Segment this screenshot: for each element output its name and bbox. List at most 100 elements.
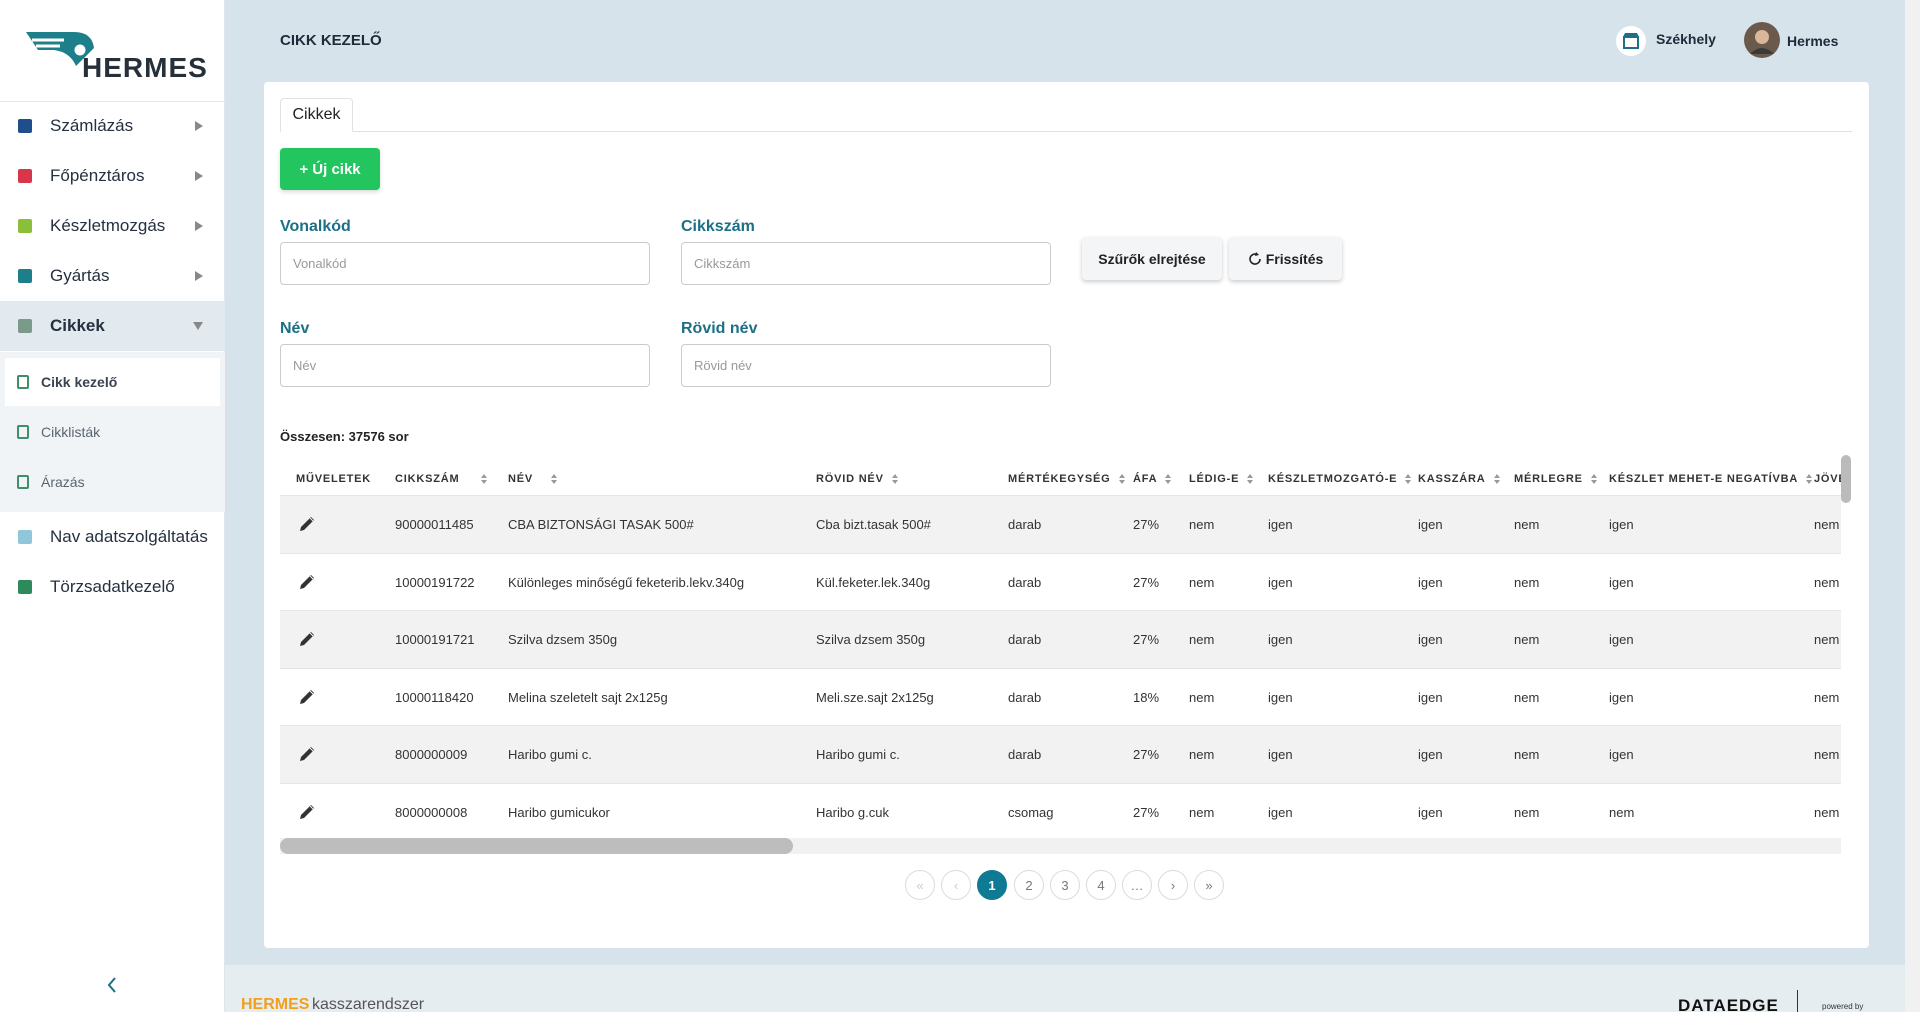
table-cell: nem [1189,747,1215,762]
submenu-icon [17,475,29,489]
location[interactable]: Székhely [1656,31,1716,47]
table-cell: nem [1514,517,1540,532]
page-button[interactable]: » [1194,870,1224,900]
menu-label: Készletmozgás [50,216,166,235]
menu-item[interactable]: Főpénztáros [0,151,225,201]
menu-label: Számlázás [50,116,134,135]
table-cell: Szilva dzsem 350g [508,632,618,647]
table-row: 8000000008 Haribo gumicukor Haribo g.cuk cs… [280,782,1841,838]
sort-icon [1405,473,1412,484]
filter-input[interactable]: Név [280,344,650,387]
table-cell: nem [1814,804,1840,820]
table-cell: Haribo gumi c. [508,747,592,762]
filter-label: Cikkszám [681,218,755,235]
table-cell: CBA BIZTONSÁGI TASAK 500# [508,517,694,532]
column-header[interactable]: LÉDIG-E [1189,462,1254,495]
user-name[interactable]: Hermes [1787,33,1839,49]
menu-item[interactable]: Törzsadatkezelő [0,562,225,612]
table-cell: 27% [1133,574,1160,590]
column-title: CIKKSZÁM [395,472,460,485]
menu-label: Cikkek [50,316,105,335]
table-cell: Meli.sze.sajt 2x125g [816,689,934,705]
menu-icon [18,119,32,133]
tab[interactable]: Cikkek [280,98,353,132]
table-cell: 27% [1133,804,1160,820]
logo-mark [26,32,94,66]
page-button[interactable]: … [1122,870,1152,900]
new-item-button[interactable]: + Új cikk [280,148,380,190]
refresh-button[interactable]: Frissítés [1229,237,1342,280]
table-cell: 27% [1133,632,1160,647]
edit-button[interactable] [298,630,316,648]
table-cell: darab [1008,689,1042,705]
page-button[interactable]: 3 [1050,870,1080,900]
table-cell: igen [1418,517,1443,532]
column-header[interactable]: CIKKSZÁM [395,462,488,495]
menu-icon [18,169,32,183]
column-title: KÉSZLETMOZGATÓ-E [1268,472,1398,485]
column-header[interactable]: KÉSZLET MEHET-E NEGATÍVBA [1609,462,1813,495]
avatar[interactable] [1744,22,1780,58]
menu-item[interactable]: Számlázás [0,101,225,151]
column-header[interactable]: MÉRLEGRE [1514,462,1597,495]
table-cell: nem [1514,804,1540,820]
menu-item[interactable]: Készletmozgás [0,201,225,251]
logo-text: HERMES [82,52,208,83]
table-cell: nem [1814,689,1840,705]
page-button[interactable]: ‹ [941,870,971,900]
column-header[interactable]: RÖVID NÉV [816,462,898,495]
edit-button[interactable] [298,573,316,591]
edit-button[interactable] [298,688,316,706]
table-cell: 27% [1133,747,1160,762]
row-count: Összesen: 37576 sor [280,429,409,444]
page-button[interactable]: « [905,870,935,900]
edit-button[interactable] [298,803,316,821]
submenu-item[interactable]: Cikk kezelő [5,358,220,406]
column-header[interactable]: MÉRTÉKEGYSÉG [1008,462,1125,495]
column-title: MŰVELETEK [296,472,372,485]
footer [225,965,1920,1012]
column-header[interactable]: ÁFA [1133,462,1172,495]
page-button[interactable]: 2 [1014,870,1044,900]
page-button[interactable]: 4 [1086,870,1116,900]
table-cell: darab [1008,574,1042,590]
menu-item[interactable]: Cikkek [0,301,225,351]
menu-icon [18,530,32,544]
table-cell: 10000191721 [395,632,475,647]
column-header[interactable]: NÉV [508,462,558,495]
menu-item[interactable]: Nav adatszolgáltatás [0,512,225,562]
column-title: MÉRLEGRE [1514,472,1583,485]
table-row: 10000118420 Melina szeletelt sajt 2x125g M… [280,667,1841,725]
edit-button[interactable] [298,515,316,533]
column-header[interactable]: KÉSZLETMOZGATÓ-E [1268,462,1412,495]
collapse-button[interactable] [106,976,118,994]
filter-input[interactable]: Vonalkód [280,242,650,285]
table-row: 10000191722 Különleges minőségű feketerib… [280,552,1841,610]
edit-button[interactable] [298,745,316,763]
hide-filters-button[interactable]: Szűrők elrejtése [1082,237,1222,280]
table-row: 90000011485 CBA BIZTONSÁGI TASAK 500# Cba … [280,495,1841,553]
refresh-icon [1248,251,1261,265]
filter-input[interactable]: Rövid név [681,344,1051,387]
table-cell: nem [1514,747,1540,762]
table-cell: 27% [1133,517,1160,532]
vertical-scrollbar[interactable] [1841,455,1851,503]
table-cell: igen [1418,574,1443,590]
column-header[interactable]: JÖVE [1814,462,1841,495]
table-cell: csomag [1008,804,1054,820]
table-cell: 18% [1133,689,1160,705]
page-button[interactable]: 1 [977,870,1007,900]
table-cell: nem [1189,804,1215,820]
menu-item[interactable]: Gyártás [0,251,225,301]
horizontal-scrollbar[interactable] [280,838,793,854]
submenu-item[interactable]: Árazás [5,458,220,506]
page-button[interactable]: › [1158,870,1188,900]
column-header[interactable]: KASSZÁRA [1418,462,1500,495]
submenu-item[interactable]: Cikklisták [5,408,220,456]
menu-arrow [193,322,203,330]
menu-label: Gyártás [50,266,110,285]
page-scrollbar[interactable] [1905,0,1920,1012]
column-title: MÉRTÉKEGYSÉG [1008,472,1111,485]
filter-input[interactable]: Cikkszám [681,242,1051,285]
